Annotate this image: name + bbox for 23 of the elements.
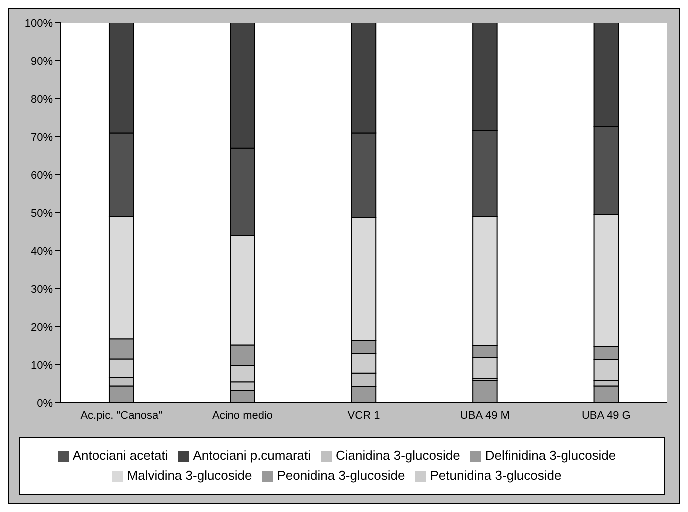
y-tick-label: 100%	[24, 18, 54, 30]
y-tick-label: 50%	[30, 208, 54, 220]
y-tick-label: 0%	[37, 398, 54, 410]
y-tick-label: 80%	[30, 94, 54, 106]
y-tick-label: 10%	[30, 360, 54, 372]
legend-label: Peonidina 3-glucoside	[277, 468, 406, 483]
y-tick-label: 60%	[30, 170, 54, 182]
legend-label: Antociani p.cumarati	[193, 448, 312, 463]
x-tick-label: Ac.pic. "Canosa"	[80, 410, 163, 422]
x-tick-label: Acino medio	[212, 410, 274, 422]
legend-label: Malvidina 3-glucoside	[127, 468, 252, 483]
x-tick-label: UBA 49 M	[460, 410, 510, 422]
y-tick-label: 30%	[30, 284, 54, 296]
y-tick-label: 70%	[30, 132, 54, 144]
legend-label: Delfinidina 3-glucoside	[485, 448, 616, 463]
y-tick-label: 20%	[30, 322, 54, 334]
legend-label: Petunidina 3-glucoside	[430, 468, 562, 483]
legend-label: Cianidina 3-glucoside	[336, 448, 460, 463]
x-tick-label: VCR 1	[348, 410, 380, 422]
legend-label: Antociani acetati	[72, 448, 168, 463]
y-tick-label: 40%	[30, 246, 54, 258]
x-tick-label: UBA 49 G	[582, 410, 631, 422]
y-tick-label: 90%	[30, 56, 54, 68]
